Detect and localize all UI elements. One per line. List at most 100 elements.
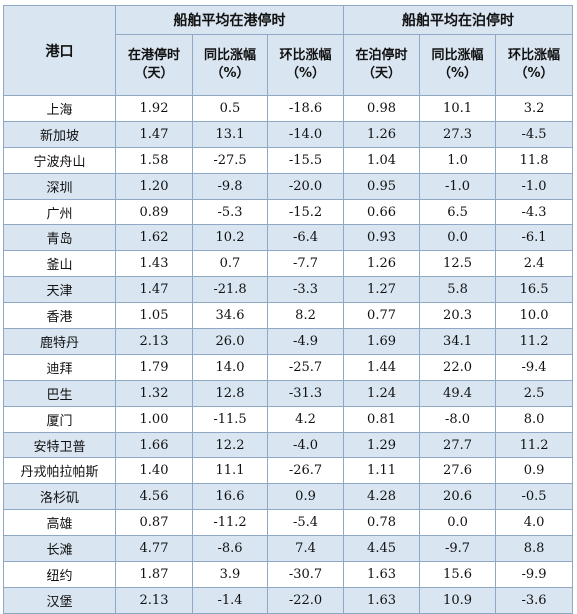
cell-berth-mom: 2.4: [496, 251, 573, 277]
cell-berth-yoy: 15.6: [420, 562, 496, 588]
cell-berth-yoy: 22.0: [420, 354, 496, 380]
cell-berth-yoy: 27.6: [420, 458, 496, 484]
cell-port-name: 釜山: [4, 251, 116, 277]
cell-port-name: 安特卫普: [4, 432, 116, 458]
cell-port-mom: -5.4: [268, 510, 344, 536]
cell-port-yoy: 26.0: [193, 329, 268, 355]
table-row: 迪拜 1.79 14.0 -25.7 1.44 22.0 -9.4: [4, 354, 573, 380]
cell-port-mom: -14.0: [268, 121, 344, 147]
cell-berth-yoy: 12.5: [420, 251, 496, 277]
cell-port-mom: 8.2: [268, 303, 344, 329]
cell-port-stay-days: 1.05: [116, 303, 193, 329]
cell-port-mom: -30.7: [268, 562, 344, 588]
cell-port-name: 新加坡: [4, 121, 116, 147]
cell-berth-yoy: 49.4: [420, 380, 496, 406]
cell-berth-mom: 4.0: [496, 510, 573, 536]
cell-berth-stay-days: 1.69: [344, 329, 420, 355]
cell-port-stay-days: 4.56: [116, 484, 193, 510]
cell-berth-stay-days: 0.93: [344, 225, 420, 251]
cell-berth-stay-days: 1.04: [344, 147, 420, 173]
table-row: 青岛 1.62 10.2 -6.4 0.93 0.0 -6.1: [4, 225, 573, 251]
cell-berth-yoy: -8.0: [420, 406, 496, 432]
table-row: 上海 1.92 0.5 -18.6 0.98 10.1 3.2: [4, 96, 573, 122]
cell-port-mom: -15.2: [268, 199, 344, 225]
cell-berth-yoy: 27.3: [420, 121, 496, 147]
header-group-berth-stay: 船舶平均在泊停时: [344, 6, 573, 35]
cell-port-mom: 7.4: [268, 536, 344, 562]
cell-port-name: 青岛: [4, 225, 116, 251]
cell-berth-mom: 11.8: [496, 147, 573, 173]
table-row: 新加坡 1.47 13.1 -14.0 1.26 27.3 -4.5: [4, 121, 573, 147]
header-berth-mom: 环比涨幅 （%）: [496, 35, 573, 96]
cell-port-mom: -4.9: [268, 329, 344, 355]
cell-berth-mom: 11.2: [496, 329, 573, 355]
cell-port-mom: -26.7: [268, 458, 344, 484]
cell-port-yoy: -8.6: [193, 536, 268, 562]
cell-port-name: 上海: [4, 96, 116, 122]
cell-port-mom: -18.6: [268, 96, 344, 122]
cell-berth-mom: 8.8: [496, 536, 573, 562]
cell-berth-stay-days: 1.26: [344, 121, 420, 147]
cell-port-name: 长滩: [4, 536, 116, 562]
cell-port-yoy: 10.2: [193, 225, 268, 251]
cell-berth-yoy: 0.0: [420, 225, 496, 251]
cell-berth-yoy: 10.9: [420, 587, 496, 613]
table-row: 汉堡 2.13 -1.4 -22.0 1.63 10.9 -3.6: [4, 587, 573, 613]
cell-port-stay-days: 0.87: [116, 510, 193, 536]
cell-port-stay-days: 1.66: [116, 432, 193, 458]
cell-berth-stay-days: 1.24: [344, 380, 420, 406]
cell-port-yoy: 0.7: [193, 251, 268, 277]
cell-berth-stay-days: 0.77: [344, 303, 420, 329]
header-group-row: 港口 船舶平均在港停时 船舶平均在泊停时: [4, 6, 573, 35]
table-row: 釜山 1.43 0.7 -7.7 1.26 12.5 2.4: [4, 251, 573, 277]
cell-berth-mom: 0.9: [496, 458, 573, 484]
cell-berth-mom: 8.0: [496, 406, 573, 432]
cell-port-yoy: 11.1: [193, 458, 268, 484]
cell-berth-stay-days: 1.29: [344, 432, 420, 458]
cell-berth-stay-days: 1.63: [344, 587, 420, 613]
header-group-port-stay: 船舶平均在港停时: [116, 6, 344, 35]
table-row: 巴生 1.32 12.8 -31.3 1.24 49.4 2.5: [4, 380, 573, 406]
cell-berth-mom: -3.6: [496, 587, 573, 613]
cell-berth-yoy: 20.6: [420, 484, 496, 510]
table-row: 深圳 1.20 -9.8 -20.0 0.95 -1.0 -1.0: [4, 173, 573, 199]
header-port-yoy: 同比涨幅 （%）: [193, 35, 268, 96]
cell-berth-mom: -9.9: [496, 562, 573, 588]
cell-berth-mom: 11.2: [496, 432, 573, 458]
cell-berth-yoy: 1.0: [420, 147, 496, 173]
cell-port-stay-days: 0.89: [116, 199, 193, 225]
cell-port-yoy: -5.3: [193, 199, 268, 225]
cell-port-mom: -15.5: [268, 147, 344, 173]
cell-port-name: 厦门: [4, 406, 116, 432]
cell-port-name: 高雄: [4, 510, 116, 536]
table-row: 广州 0.89 -5.3 -15.2 0.66 6.5 -4.3: [4, 199, 573, 225]
cell-berth-stay-days: 0.98: [344, 96, 420, 122]
cell-port-name: 鹿特丹: [4, 329, 116, 355]
table-body: 上海 1.92 0.5 -18.6 0.98 10.1 3.2 新加坡 1.47 13.1 -14.…: [4, 96, 573, 614]
cell-port-stay-days: 1.79: [116, 354, 193, 380]
cell-port-name: 汉堡: [4, 587, 116, 613]
cell-berth-stay-days: 4.28: [344, 484, 420, 510]
table-row: 鹿特丹 2.13 26.0 -4.9 1.69 34.1 11.2: [4, 329, 573, 355]
cell-berth-mom: -0.5: [496, 484, 573, 510]
cell-berth-stay-days: 1.26: [344, 251, 420, 277]
cell-port-stay-days: 1.47: [116, 277, 193, 303]
cell-berth-mom: -4.3: [496, 199, 573, 225]
cell-port-stay-days: 1.92: [116, 96, 193, 122]
cell-port-name: 香港: [4, 303, 116, 329]
table-row: 厦门 1.00 -11.5 4.2 0.81 -8.0 8.0: [4, 406, 573, 432]
cell-berth-yoy: -1.0: [420, 173, 496, 199]
cell-port-stay-days: 1.40: [116, 458, 193, 484]
cell-port-mom: -20.0: [268, 173, 344, 199]
cell-port-stay-days: 1.62: [116, 225, 193, 251]
cell-port-name: 宁波舟山: [4, 147, 116, 173]
cell-port-stay-days: 1.00: [116, 406, 193, 432]
cell-port-mom: -4.0: [268, 432, 344, 458]
cell-berth-yoy: -9.7: [420, 536, 496, 562]
cell-port-mom: -25.7: [268, 354, 344, 380]
cell-port-yoy: 14.0: [193, 354, 268, 380]
cell-port-name: 丹戎帕拉帕斯: [4, 458, 116, 484]
cell-port-yoy: -9.8: [193, 173, 268, 199]
cell-berth-yoy: 10.1: [420, 96, 496, 122]
cell-port-mom: 4.2: [268, 406, 344, 432]
